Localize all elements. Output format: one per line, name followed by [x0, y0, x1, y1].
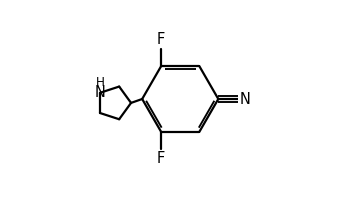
Text: F: F — [157, 32, 165, 47]
Text: N: N — [95, 85, 105, 100]
Text: F: F — [157, 151, 165, 166]
Text: N: N — [239, 91, 250, 107]
Text: H: H — [96, 76, 105, 89]
